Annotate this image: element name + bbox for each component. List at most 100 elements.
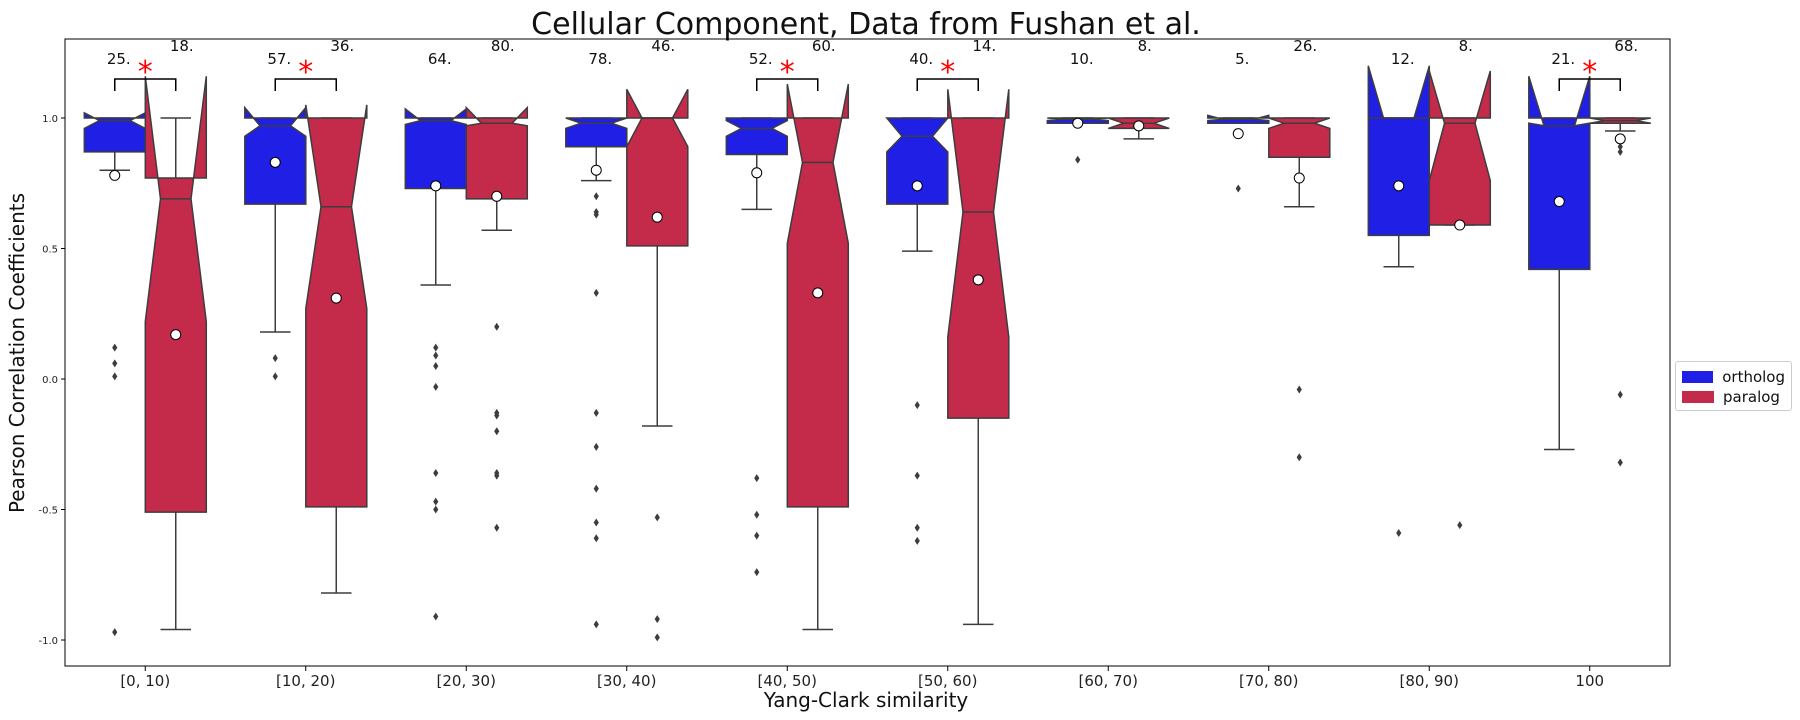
y-tick-label: -1.0 [38, 636, 58, 647]
ortholog-outlier-point [433, 343, 439, 352]
ortholog-count-label: 21. [1551, 50, 1575, 68]
ortholog-outlier-point [593, 534, 599, 543]
significance-star: * [1582, 55, 1597, 90]
paralog-count-label: 80. [491, 37, 515, 55]
paralog-outlier-point [1617, 142, 1623, 151]
ortholog-outlier-point [433, 497, 439, 506]
ortholog-outlier-point [593, 210, 599, 219]
ortholog-count-label: 64. [428, 50, 452, 68]
paralog-mean-marker [491, 190, 503, 202]
ortholog-outlier-point [433, 351, 439, 360]
paralog-count-label: 8. [1138, 37, 1152, 55]
ortholog-count-label: 57. [267, 50, 291, 68]
ortholog-mean-marker [1072, 117, 1084, 129]
ortholog-mean-marker [430, 180, 442, 192]
ortholog-outlier-point [433, 505, 439, 514]
box-series [83, 65, 1651, 642]
paralog-box-group [626, 88, 689, 642]
paralog-count-label: 14. [972, 37, 996, 55]
count-and-significance-annotations: 25. 18. * 57. 36. * 64. 80. 78. 46. 52. 60. * 40. 14. *… [107, 37, 1638, 91]
x-tick-label: 100 [1575, 672, 1604, 690]
paralog-outlier-point [1296, 385, 1302, 394]
ortholog-mean-marker [1553, 196, 1565, 208]
paralog-mean-marker [651, 211, 663, 223]
ortholog-count-label: 10. [1070, 50, 1094, 68]
y-tick-label: 0.0 [42, 375, 58, 386]
x-tick-label: [70, 80) [1239, 672, 1298, 690]
paralog-count-label: 8. [1459, 37, 1473, 55]
paralog-outlier-point [654, 513, 660, 522]
paralog-outlier-point [1296, 453, 1302, 462]
ortholog-outlier-point [1235, 184, 1241, 193]
significance-star: * [298, 55, 313, 90]
ortholog-box [725, 117, 789, 156]
ortholog-mean-marker [911, 180, 923, 192]
ortholog-outlier-point [112, 343, 118, 352]
paralog-box [947, 89, 1010, 419]
legend-item-paralog: paralog [1682, 387, 1785, 407]
ortholog-outlier-point [914, 523, 920, 532]
ortholog-box-group [565, 117, 628, 629]
ortholog-outlier-point [112, 628, 118, 637]
y-axis: -1.0 -0.5 0.0 0.5 1.0 [38, 114, 65, 647]
y-axis-label: Pearson Correlation Coefficients [5, 193, 29, 513]
ortholog-outlier-point [914, 471, 920, 480]
y-tick-label: 0.5 [42, 245, 58, 256]
paralog-outlier-point [494, 471, 500, 480]
ortholog-count-label: 40. [909, 50, 933, 68]
paralog-box [305, 104, 368, 508]
ortholog-outlier-point [593, 442, 599, 451]
paralog-outlier-point [494, 427, 500, 436]
significance-bracket [114, 78, 177, 91]
paralog-box-group [1428, 70, 1492, 530]
chart-title: Cellular Component, Data from Fushan et … [531, 7, 1201, 42]
paralog-outlier-point [494, 523, 500, 532]
ortholog-box-group [1046, 117, 1110, 164]
ortholog-count-label: 5. [1235, 50, 1249, 68]
significance-star: * [780, 55, 795, 90]
paralog-box-group [305, 104, 368, 594]
paralog-count-label: 26. [1293, 37, 1317, 55]
x-axis-label: Yang-Clark similarity [763, 688, 969, 712]
ortholog-box [565, 117, 628, 148]
paralog-outlier-point [654, 615, 660, 624]
significance-star: * [940, 55, 955, 90]
paralog-box-group [1589, 117, 1651, 467]
paralog-outlier-point [1617, 390, 1623, 399]
paralog-outlier-point [494, 322, 500, 331]
ortholog-box-group [1528, 75, 1591, 451]
ortholog-swatch [1682, 371, 1714, 383]
ortholog-box-group [83, 111, 147, 637]
ortholog-outlier-point [754, 510, 760, 519]
significance-bracket [1558, 78, 1621, 91]
y-tick-label: 1.0 [42, 114, 58, 125]
paralog-box-group [465, 105, 529, 532]
paralog-mean-marker [330, 292, 342, 304]
paralog-mean-marker [1454, 219, 1466, 231]
x-tick-label: [0, 10) [120, 672, 170, 690]
ortholog-outlier-point [914, 401, 920, 410]
ortholog-outlier-point [593, 288, 599, 297]
ortholog-box-group [404, 107, 468, 621]
ortholog-mean-marker [109, 169, 121, 181]
paralog-outlier-point [1457, 521, 1463, 530]
paralog-box-group [1108, 117, 1170, 140]
plot-area-frame [64, 38, 1671, 667]
ortholog-outlier-point [112, 372, 118, 381]
y-tick-label: -0.5 [38, 506, 58, 517]
ortholog-box-group [725, 117, 789, 577]
legend: ortholog paralog [1675, 361, 1792, 411]
paralog-mean-marker [1614, 133, 1626, 145]
ortholog-outlier-point [754, 568, 760, 577]
ortholog-box [1367, 65, 1431, 237]
paralog-box [465, 105, 529, 200]
paralog-count-label: 36. [330, 37, 354, 55]
ortholog-box-group [244, 105, 307, 381]
ortholog-outlier-point [433, 612, 439, 621]
ortholog-box [244, 105, 307, 205]
ortholog-outlier-point [433, 382, 439, 391]
ortholog-mean-marker [1232, 128, 1244, 140]
ortholog-outlier-point [593, 484, 599, 493]
ortholog-box-group [1207, 114, 1270, 193]
